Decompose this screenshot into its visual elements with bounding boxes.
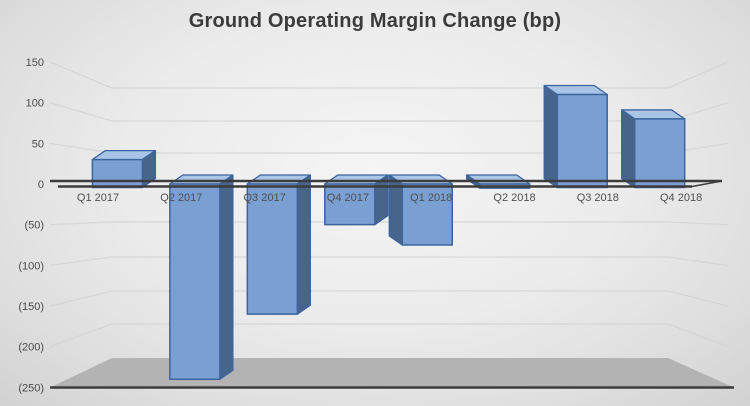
bar-q3-2017 — [246, 183, 299, 315]
x-axis-label-q1-2017: Q1 2017 — [77, 192, 119, 204]
y-axis-tick-label: (200) — [18, 342, 44, 354]
gridline — [49, 290, 729, 307]
gridline — [49, 102, 729, 122]
zero-line-corner — [691, 180, 723, 188]
y-axis-tick-label: (250) — [18, 382, 44, 394]
x-axis-label-q4-2018: Q4 2018 — [660, 192, 702, 204]
x-axis-label-q2-2018: Q2 2018 — [493, 192, 535, 204]
y-axis-tick-label: 100 — [26, 98, 44, 110]
bar-q1-2017 — [91, 158, 144, 189]
bar-q3-2018 — [556, 93, 608, 189]
y-axis-tick-label: (50) — [24, 220, 44, 232]
gridline — [49, 323, 729, 348]
y-axis-tick-label: (100) — [18, 260, 44, 272]
y-axis-tick-label: (150) — [18, 301, 44, 313]
chart-floor — [50, 358, 734, 388]
gridline — [49, 256, 729, 266]
bar-q2-2017 — [169, 183, 221, 380]
bar-q2-2017-side — [219, 174, 234, 380]
gridline — [49, 142, 729, 154]
y-axis-tick-label: 50 — [32, 138, 44, 150]
bar-q3-2017-side — [296, 174, 311, 315]
x-axis-label-q3-2017: Q3 2017 — [243, 192, 285, 204]
x-axis-label-q1-2018: Q1 2018 — [410, 192, 452, 204]
bar-q4-2018 — [633, 118, 686, 189]
x-axis-label-q3-2018: Q3 2018 — [577, 192, 619, 204]
bar-q4-2018-side — [621, 109, 636, 189]
y-axis-tick-label: 0 — [38, 179, 44, 191]
chart-title: Ground Operating Margin Change (bp) — [188, 10, 562, 32]
x-axis-label-q4-2017: Q4 2017 — [327, 192, 369, 204]
bar-q1-2018 — [401, 183, 454, 246]
bar-q3-2018-side — [543, 84, 558, 189]
y-axis-tick-label: 150 — [26, 57, 44, 69]
x-axis-label-q2-2017: Q2 2017 — [160, 192, 202, 204]
gridline — [49, 61, 729, 89]
bar-q4-2017 — [324, 183, 376, 226]
bar-q4-2017-side — [374, 174, 389, 226]
